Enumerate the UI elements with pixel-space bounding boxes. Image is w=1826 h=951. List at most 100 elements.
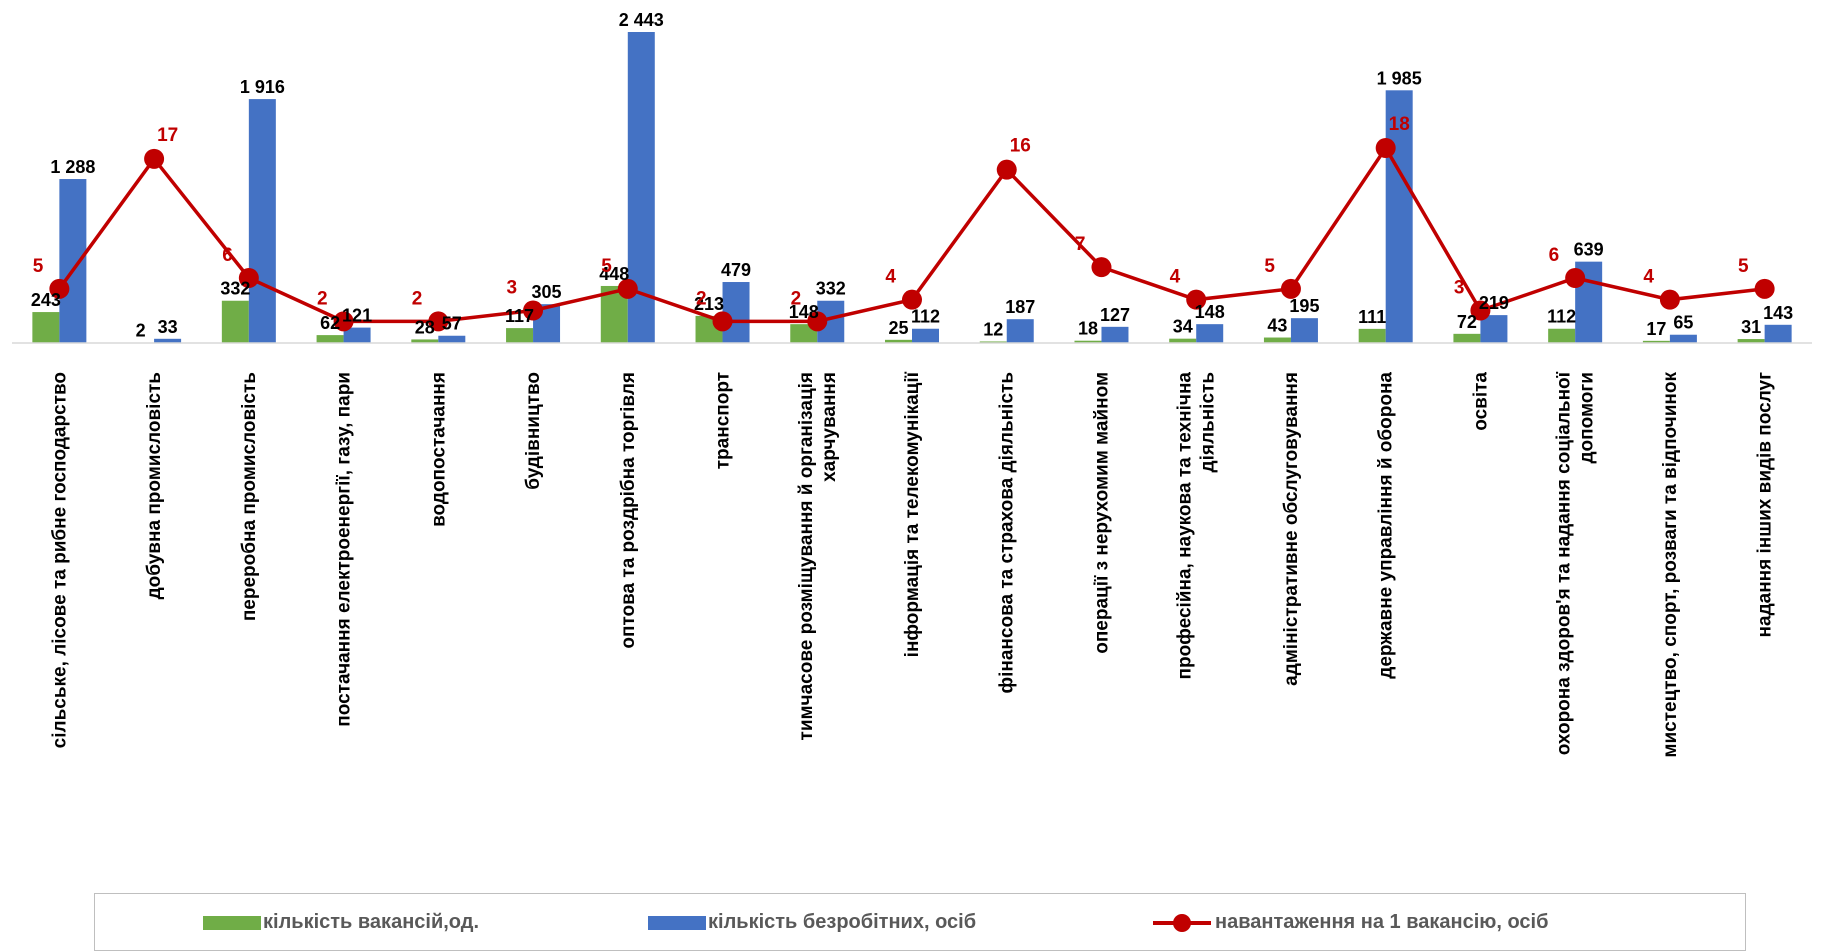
data-label-vacancies: 31 — [1741, 317, 1761, 337]
line-point-load — [1186, 289, 1207, 310]
bar-vacancies — [32, 312, 60, 343]
data-label-unemployed: 1 985 — [1377, 68, 1422, 88]
bar-unemployed — [1196, 324, 1224, 343]
bar-vacancies — [221, 300, 249, 343]
category-label: водопостачання — [428, 372, 449, 527]
bar-unemployed — [1480, 315, 1508, 343]
data-label-load: 3 — [506, 278, 517, 299]
data-label-vacancies: 2 — [136, 321, 146, 341]
bar-vacancies — [885, 339, 912, 343]
data-label-unemployed: 187 — [1005, 297, 1035, 317]
data-label-vacancies: 28 — [415, 317, 435, 337]
bar-unemployed — [438, 335, 466, 343]
category-label: інформація та телекомунікації — [902, 371, 923, 657]
category-label: транспорт — [713, 372, 734, 469]
bar-unemployed — [1006, 319, 1034, 343]
data-label-unemployed: 2 443 — [619, 10, 664, 30]
data-label-vacancies: 448 — [599, 264, 629, 284]
data-label-load: 2 — [317, 288, 328, 309]
data-label-vacancies: 12 — [983, 319, 1003, 339]
bar-vacancies — [1358, 328, 1386, 343]
bar-unemployed — [1385, 90, 1413, 344]
bars-layer — [32, 32, 1792, 344]
data-label-load: 4 — [1170, 267, 1181, 288]
category-labels-layer: сільське, лісове та рибне господарство до… — [49, 371, 1775, 757]
line-point-load — [1280, 278, 1301, 299]
data-label-unemployed: 65 — [1673, 313, 1693, 333]
data-label-load: 18 — [1389, 114, 1410, 135]
data-label-unemployed: 148 — [1195, 302, 1225, 322]
line-point-load — [1565, 268, 1586, 288]
bar-unemployed — [1101, 326, 1129, 343]
bar-vacancies — [1169, 338, 1197, 343]
data-label-unemployed: 332 — [816, 279, 846, 299]
data-label-vacancies: 213 — [694, 294, 724, 314]
data-label-unemployed: 127 — [1100, 305, 1130, 325]
category-label: мистецтво, спорт, розваги та відпочинок — [1660, 372, 1681, 758]
legend-label-unemployed: кількість безробітних, осіб — [708, 911, 977, 933]
bar-vacancies — [411, 339, 439, 343]
data-label-load: 5 — [33, 256, 44, 277]
data-label-vacancies: 18 — [1078, 319, 1098, 339]
legend-item-vacancies: кількість вакансій,од. — [203, 911, 479, 934]
line-point-load — [49, 278, 70, 299]
line-point-load — [1470, 300, 1491, 321]
data-label-unemployed: 1 288 — [50, 157, 95, 177]
data-label-unemployed: 33 — [158, 317, 178, 337]
bar-vacancies — [1642, 340, 1670, 343]
data-label-load: 7 — [1075, 234, 1086, 255]
data-label-load: 17 — [157, 125, 178, 146]
data-label-unemployed: 121 — [342, 306, 372, 326]
data-label-unemployed: 1 916 — [240, 77, 285, 97]
bar-unemployed — [343, 327, 371, 343]
bar-unemployed — [1290, 318, 1318, 343]
bar-unemployed — [1669, 334, 1697, 343]
category-label: охорона здоров'я та надання соціальної — [1554, 371, 1575, 755]
category-label: професійна, наукова та технічна — [1175, 372, 1196, 680]
category-label: діяльність — [1198, 372, 1219, 472]
category-label: постачання електроенергії, газу, пари — [334, 372, 355, 727]
bar-unemployed — [59, 179, 87, 343]
bar-vacancies — [790, 324, 818, 343]
chart-legend: кількість вакансій,од. кількість безробі… — [94, 893, 1746, 951]
category-label: допомоги — [1577, 372, 1598, 464]
line-point-load — [1091, 257, 1112, 278]
line-point-load — [712, 311, 733, 332]
data-label-vacancies: 148 — [789, 302, 819, 322]
line-point-load — [1659, 289, 1680, 310]
data-label-unemployed: 57 — [442, 314, 462, 334]
line-point-load — [523, 300, 544, 321]
data-label-vacancies: 25 — [888, 318, 908, 338]
legend-label-load: навантаження на 1 вакансію, осіб — [1215, 911, 1549, 933]
data-label-vacancies: 112 — [1547, 307, 1576, 327]
line-point-load — [617, 278, 638, 299]
category-label: харчування — [819, 372, 840, 482]
line-point-load — [428, 311, 449, 332]
data-label-load: 6 — [222, 245, 233, 266]
data-label-vacancies: 43 — [1267, 316, 1287, 336]
bar-unemployed — [1764, 324, 1792, 343]
bar-vacancies — [1074, 340, 1102, 343]
data-label-unemployed: 639 — [1574, 240, 1604, 260]
bar-vacancies — [506, 328, 534, 343]
data-label-vacancies: 243 — [31, 290, 61, 310]
line-point-load — [1375, 138, 1396, 158]
data-label-vacancies: 34 — [1173, 317, 1193, 337]
legend-item-unemployed: кількість безробітних, осіб — [648, 911, 976, 934]
legend-label-vacancies: кількість вакансій,од. — [263, 911, 480, 933]
category-label: сільське, лісове та рибне господарство — [49, 372, 70, 748]
data-label-unemployed: 479 — [721, 260, 751, 280]
category-label: тимчасове розміщування й організація — [796, 372, 817, 740]
line-point-load — [807, 311, 828, 332]
data-label-unemployed: 112 — [911, 307, 940, 327]
legend-swatch-unemployed — [648, 915, 706, 930]
data-label-load: 2 — [696, 288, 707, 309]
category-label: добувна промисловість — [144, 372, 165, 599]
bar-vacancies — [1263, 337, 1291, 343]
bar-unemployed — [154, 338, 182, 343]
line-point-load — [902, 289, 922, 310]
data-label-vacancies: 117 — [505, 306, 534, 326]
category-label: переробна промисловість — [239, 372, 260, 621]
